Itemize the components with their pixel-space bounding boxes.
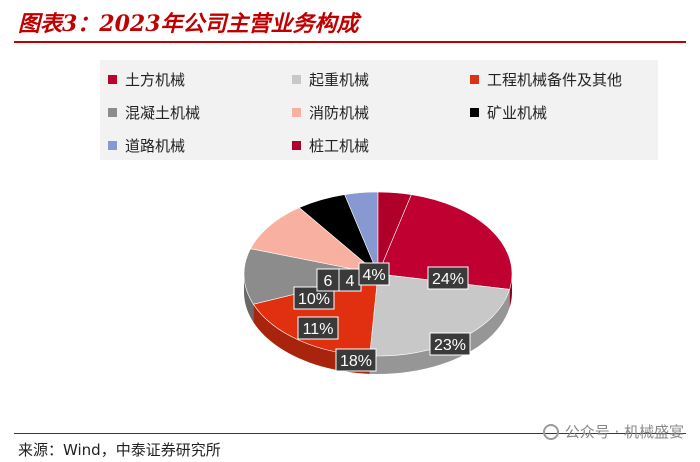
source-note: 来源：Wind，中泰证券研究所	[18, 441, 221, 459]
data-label: 11%	[297, 316, 339, 340]
legend-item: 混凝土机械	[108, 102, 200, 123]
legend-label: 起重机械	[309, 71, 370, 89]
legend-item: 工程机械备件及其他	[470, 69, 622, 90]
pie-chart-svg: 24% 23% 18% 11% 10%6 4 4%	[243, 191, 513, 374]
pie-slice-0	[377, 194, 513, 290]
pie-slice-side	[369, 289, 510, 374]
data-label-box	[358, 262, 390, 286]
watermark-text: 公众号 · 机械盛宴	[564, 423, 684, 441]
legend-label: 土方机械	[125, 71, 186, 89]
data-label-text: 23%	[434, 337, 466, 354]
data-label-text: 4%	[362, 267, 385, 284]
legend-swatch	[108, 141, 117, 150]
data-label: 4	[338, 268, 362, 292]
data-label-box	[297, 316, 339, 340]
legend-item: 桩工机械	[292, 135, 369, 156]
pie-slice-7	[377, 191, 412, 275]
data-label: 18%	[335, 348, 377, 372]
data-label-box	[429, 332, 471, 356]
legend-label: 消防机械	[309, 104, 370, 122]
wechat-icon	[542, 423, 559, 440]
data-label-text: 10%	[298, 291, 330, 308]
title-divider	[14, 41, 686, 43]
chart-legend: 土方机械 起重机械 工程机械备件及其他 混凝土机械 消防机械 矿业机械 道路机械…	[100, 60, 658, 160]
legend-item: 矿业机械	[470, 102, 547, 123]
legend-swatch	[292, 141, 301, 150]
pie-slice-side	[244, 274, 254, 323]
legend-swatch	[470, 108, 479, 117]
data-label-text: 4	[346, 273, 355, 290]
legend-label: 工程机械备件及其他	[487, 71, 623, 89]
data-label: 24%	[427, 266, 469, 290]
footer-divider	[14, 433, 686, 434]
data-label-box	[427, 266, 469, 290]
watermark: 公众号 · 机械盛宴	[542, 421, 684, 442]
legend-swatch	[292, 108, 301, 117]
legend-label: 矿业机械	[487, 104, 548, 122]
data-label: 6	[316, 268, 340, 292]
legend-item: 起重机械	[292, 69, 369, 90]
pie-slice-3	[243, 248, 379, 305]
legend-swatch	[108, 75, 117, 84]
legend-item: 消防机械	[292, 102, 369, 123]
data-label-text: 6	[324, 273, 333, 290]
legend-label: 混凝土机械	[125, 104, 201, 122]
legend-label: 桩工机械	[309, 137, 370, 155]
data-label-text: 18%	[340, 353, 372, 370]
legend-swatch	[292, 75, 301, 84]
pie-chart: 24% 23% 18% 11% 10% 6 4 4%	[228, 180, 528, 405]
data-label: 23%	[429, 332, 471, 356]
pie-slice-4	[250, 207, 379, 275]
data-label-text: 24%	[432, 271, 464, 288]
data-label-box	[293, 286, 335, 310]
data-label-box	[335, 348, 377, 372]
page-title: 图表3：2023年公司主营业务构成	[18, 11, 359, 37]
data-label-text: 11%	[303, 321, 334, 338]
legend-swatch	[470, 75, 479, 84]
legend-item: 土方机械	[108, 69, 185, 90]
data-label: 10%	[293, 286, 335, 310]
legend-swatch	[108, 108, 117, 117]
legend-label: 道路机械	[125, 137, 186, 155]
data-label: 4%	[358, 262, 390, 286]
legend-item: 道路机械	[108, 135, 185, 156]
